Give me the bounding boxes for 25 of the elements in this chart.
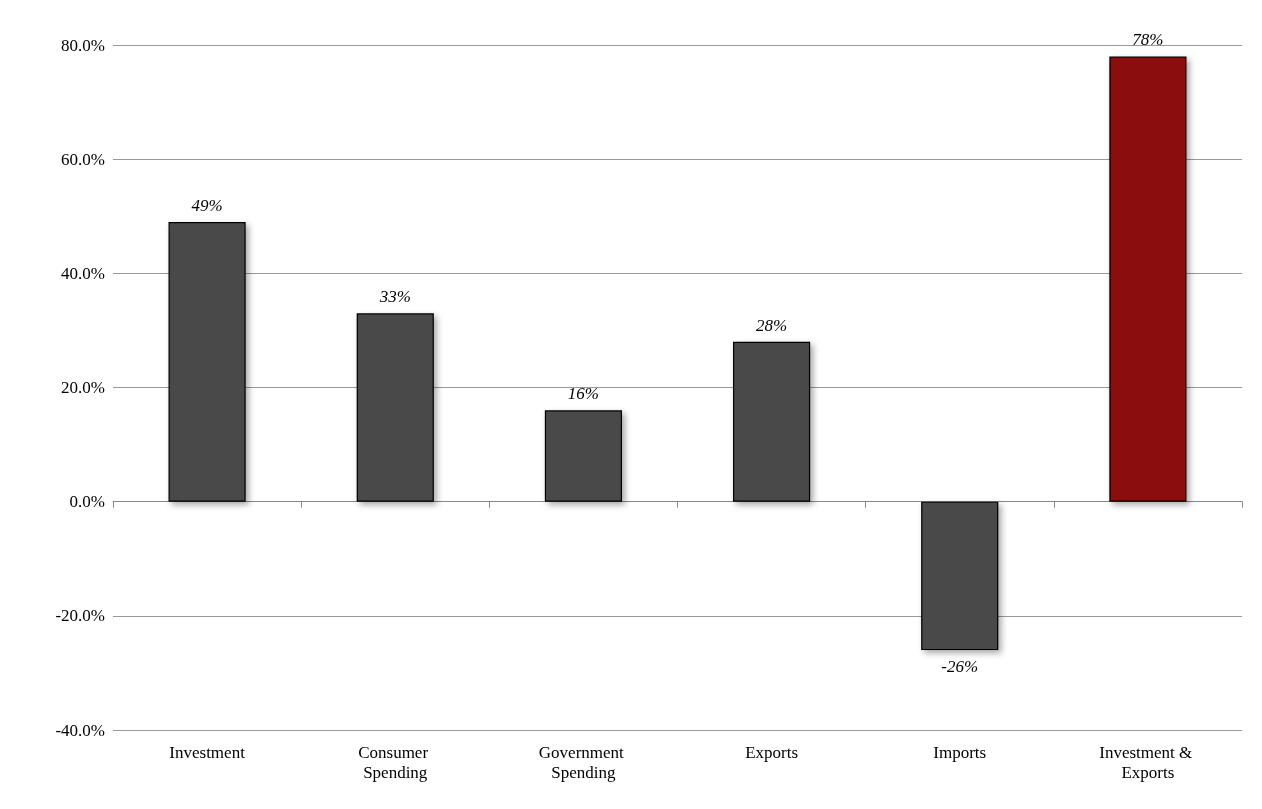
bar [544, 410, 622, 502]
y-tick-label: 60.0% [61, 149, 105, 169]
x-tick-label: Government Spending [538, 742, 629, 782]
bar [1109, 56, 1187, 502]
data-label: 49% [191, 195, 223, 215]
x-tick-label: Investment [169, 742, 246, 762]
bar [168, 221, 246, 502]
x-tick-label: Exports [745, 742, 799, 762]
bar [921, 501, 999, 651]
x-tick-label: Consumer Spending [358, 742, 433, 782]
bar [733, 341, 811, 502]
x-tick-label: Investment & Exports [1099, 742, 1197, 782]
y-tick-label: 20.0% [61, 378, 105, 397]
y-tick-label: 80.0% [61, 35, 105, 55]
y-tick-label: 0.0% [69, 492, 105, 512]
y-tick-label: -40.0% [55, 720, 105, 740]
x-tick-label: Imports [933, 742, 987, 762]
y-tick-label: 40.0% [61, 263, 105, 283]
bar [356, 313, 434, 502]
data-label: 16% [567, 384, 599, 404]
data-label: -26% [941, 657, 979, 677]
data-label: 33% [378, 287, 411, 307]
data-label: 78% [1132, 30, 1164, 50]
y-tick-label: -20.0% [55, 606, 105, 626]
data-label: 28% [756, 315, 788, 335]
